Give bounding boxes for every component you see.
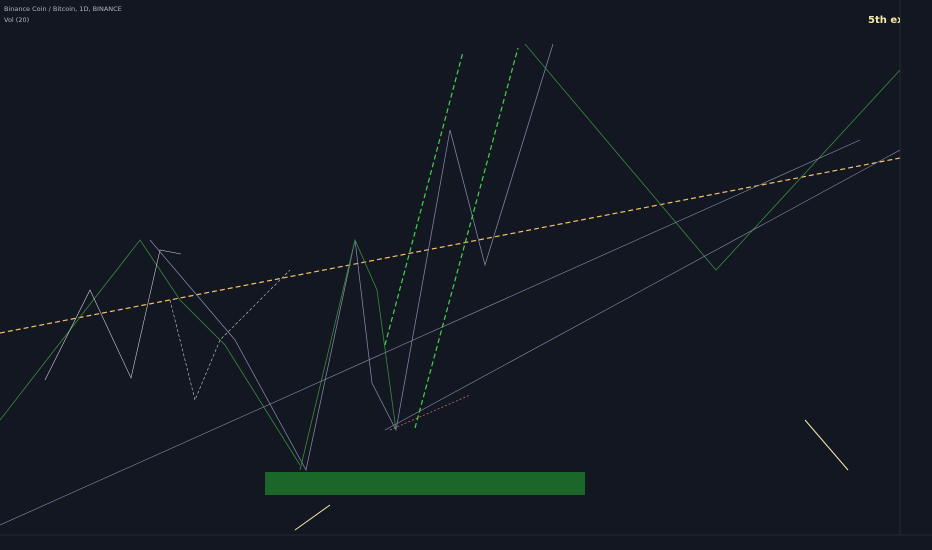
trend-line xyxy=(0,139,861,526)
wave-line xyxy=(0,239,301,466)
trend-line xyxy=(0,157,900,334)
projection-arrow xyxy=(384,51,464,346)
wave-line xyxy=(169,269,291,401)
projection-arrow xyxy=(414,47,519,429)
wave-line xyxy=(44,249,182,381)
price-axis xyxy=(900,0,932,550)
projection-arrow xyxy=(389,394,471,431)
drawings xyxy=(0,43,900,531)
arrow xyxy=(804,419,849,471)
volume-label: Vol (20) xyxy=(4,16,29,24)
annotation: 5th extension xyxy=(868,15,932,26)
demand-zone xyxy=(265,472,585,495)
trend-line xyxy=(384,149,900,431)
arrow xyxy=(294,504,331,531)
wave-line xyxy=(299,238,397,471)
chart-title: Binance Coin / Bitcoin, 1D, BINANCE xyxy=(4,5,122,13)
wave-line xyxy=(149,43,554,471)
wave-line xyxy=(524,43,900,271)
